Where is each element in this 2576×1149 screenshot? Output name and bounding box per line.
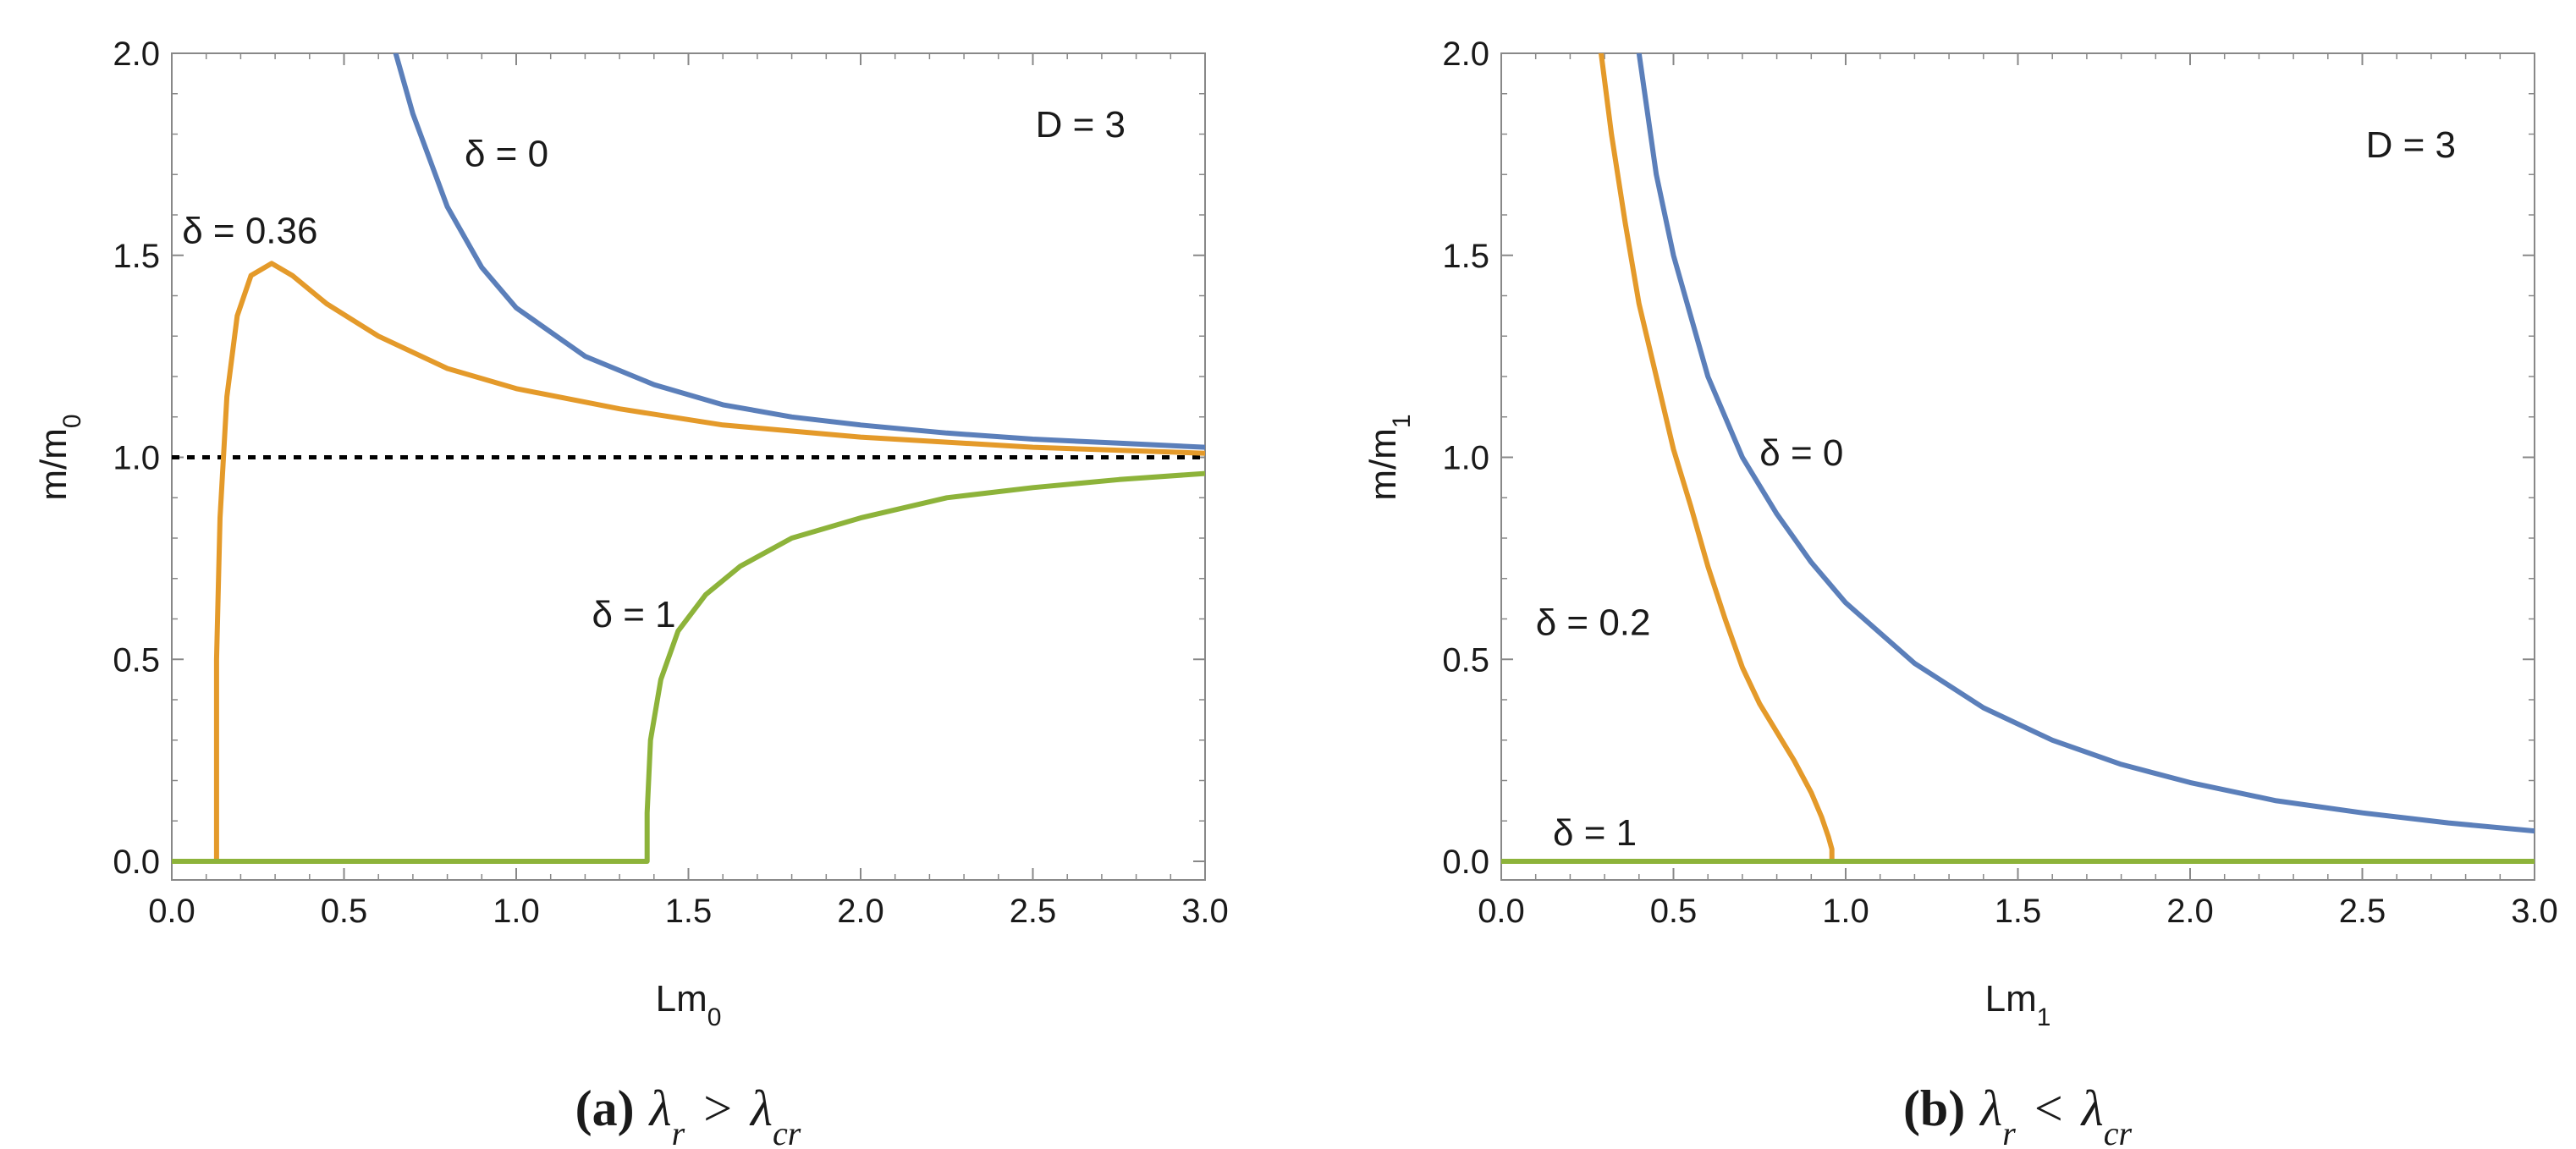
x-tick-label: 2.5 bbox=[1010, 893, 1057, 930]
series-annotation: δ = 0.2 bbox=[1536, 602, 1651, 644]
x-axis-label-main: Lm bbox=[656, 978, 707, 1020]
x-tick-label: 1.0 bbox=[1822, 893, 1869, 930]
x-axis-label-sub: 1 bbox=[2037, 1003, 2051, 1031]
series-annotation: δ = 0 bbox=[465, 134, 548, 175]
series-line-orange bbox=[213, 261, 1205, 864]
x-tick-label: 3.0 bbox=[1181, 893, 1229, 930]
caption-op: < bbox=[2034, 1080, 2063, 1136]
caption-sub: cr bbox=[773, 1114, 801, 1149]
caption-label: (b) bbox=[1903, 1080, 1965, 1136]
plot-frame bbox=[171, 52, 1206, 881]
panel-caption: (b) λr < λcr bbox=[1903, 1080, 2133, 1149]
y-tick-label: 0.0 bbox=[113, 844, 160, 881]
series-annotation: δ = 0 bbox=[1759, 432, 1843, 474]
series-line-green bbox=[172, 470, 1205, 864]
x-tick-label: 0.5 bbox=[1650, 893, 1698, 930]
y-tick-label: 0.5 bbox=[113, 641, 160, 679]
x-tick-label: 1.5 bbox=[665, 893, 713, 930]
series-annotation: δ = 0.36 bbox=[182, 210, 317, 251]
panel-a-chart: 0.0 0.5 1.0 1.5 2.0 2.5 3.00.00.51.01.52.0Lm0m… bbox=[33, 36, 1229, 1149]
caption-lambda: λ bbox=[648, 1080, 672, 1136]
panel-b-chart: 0.0 0.5 1.0 1.5 2.0 2.5 3.00.00.51.01.52.0Lm1m… bbox=[1362, 36, 2558, 1149]
y-axis-label-main: m/m bbox=[33, 428, 74, 501]
x-axis-label: Lm0 bbox=[656, 978, 722, 1031]
plot-area bbox=[1501, 53, 2535, 864]
y-tick-label: 2.0 bbox=[113, 36, 160, 73]
y-axis-label: m/m0 bbox=[33, 414, 86, 500]
x-tick-label: 2.5 bbox=[2339, 893, 2386, 930]
x-axis-label-main: Lm bbox=[1985, 978, 2037, 1020]
y-tick-label: 1.0 bbox=[113, 440, 160, 477]
series-annotation: δ = 1 bbox=[1553, 812, 1637, 854]
x-tick-label: 3.0 bbox=[2511, 893, 2558, 930]
y-axis-label: m/m1 bbox=[1362, 414, 1416, 500]
caption-lambda: λ bbox=[1979, 1080, 2002, 1136]
x-axis-label: Lm1 bbox=[1985, 978, 2051, 1031]
plot-area bbox=[172, 53, 1205, 864]
series-line-orange bbox=[1599, 53, 1835, 864]
y-axis-label-sub: 0 bbox=[58, 414, 86, 428]
caption-sub: r bbox=[2002, 1114, 2016, 1149]
y-tick-label: 0.0 bbox=[1442, 844, 1489, 881]
caption-sub: cr bbox=[2104, 1114, 2133, 1149]
series-line-blue bbox=[1636, 53, 2535, 834]
x-axis-label-sub: 0 bbox=[707, 1003, 722, 1031]
x-tick-label: 2.0 bbox=[837, 893, 884, 930]
caption-sub: r bbox=[672, 1114, 685, 1149]
y-axis-label-sub: 1 bbox=[1388, 414, 1416, 428]
caption-op: > bbox=[703, 1080, 732, 1136]
caption-lambda: λ bbox=[749, 1080, 773, 1136]
series-annotation: δ = 1 bbox=[592, 594, 676, 635]
y-tick-label: 0.5 bbox=[1442, 641, 1489, 679]
y-tick-label: 2.0 bbox=[1442, 36, 1489, 73]
x-tick-label: 2.0 bbox=[2166, 893, 2214, 930]
panel-caption: (a) λr > λcr bbox=[575, 1080, 801, 1149]
y-tick-label: 1.5 bbox=[1442, 238, 1489, 275]
x-tick-label: 1.0 bbox=[493, 893, 540, 930]
x-tick-label: 0.0 bbox=[148, 893, 195, 930]
series-line-blue bbox=[393, 53, 1205, 450]
caption-lambda: λ bbox=[2080, 1080, 2104, 1136]
x-tick-label: 0.0 bbox=[1478, 893, 1525, 930]
caption-label: (a) bbox=[575, 1080, 635, 1136]
y-axis-label-main: m/m bbox=[1362, 428, 1404, 501]
x-tick-label: 0.5 bbox=[321, 893, 368, 930]
y-tick-label: 1.5 bbox=[113, 238, 160, 275]
y-tick-label: 1.0 bbox=[1442, 440, 1489, 477]
corner-label-dimension: D = 3 bbox=[1036, 104, 1126, 146]
x-tick-label: 1.5 bbox=[1995, 893, 2042, 930]
corner-label-dimension: D = 3 bbox=[2366, 124, 2456, 166]
